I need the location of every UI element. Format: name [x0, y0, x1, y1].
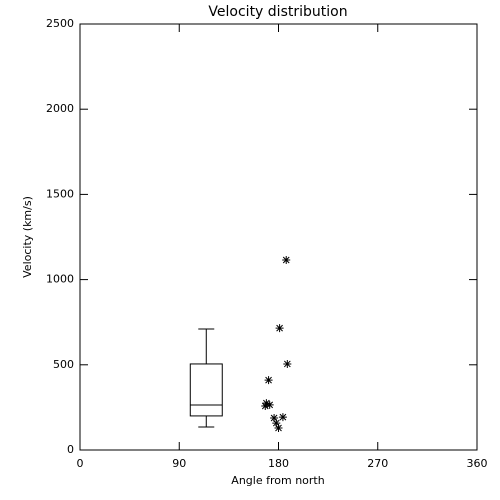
asterisk-marker [270, 413, 279, 422]
x-tick-label: 270 [367, 457, 388, 470]
chart-title: Velocity distribution [208, 4, 347, 20]
box [189, 363, 223, 417]
asterisk-marker [278, 413, 287, 422]
x-tick-label: 90 [172, 457, 186, 470]
plot-frame [79, 23, 478, 451]
asterisk-marker [262, 399, 271, 408]
y-tick-label: 1500 [46, 187, 74, 200]
x-axis-label: Angle from north [231, 474, 324, 487]
asterisk-marker [283, 359, 292, 368]
y-tick-label: 2000 [46, 102, 74, 115]
x-tick-label: 180 [268, 457, 289, 470]
asterisk-marker [275, 324, 284, 333]
asterisk-marker [261, 402, 270, 411]
asterisk-marker [282, 256, 291, 265]
y-tick-label: 500 [53, 358, 74, 371]
asterisk-marker [272, 419, 281, 428]
y-tick-label: 1000 [46, 273, 74, 286]
asterisk-marker [265, 400, 274, 409]
x-tick-label: 0 [77, 457, 84, 470]
asterisk-marker [264, 376, 273, 385]
y-axis-label: Velocity (km/s) [21, 196, 34, 278]
asterisk-marker [274, 424, 283, 433]
y-tick-label: 2500 [46, 17, 74, 30]
y-tick-label: 0 [67, 443, 74, 456]
x-tick-label: 360 [467, 457, 488, 470]
